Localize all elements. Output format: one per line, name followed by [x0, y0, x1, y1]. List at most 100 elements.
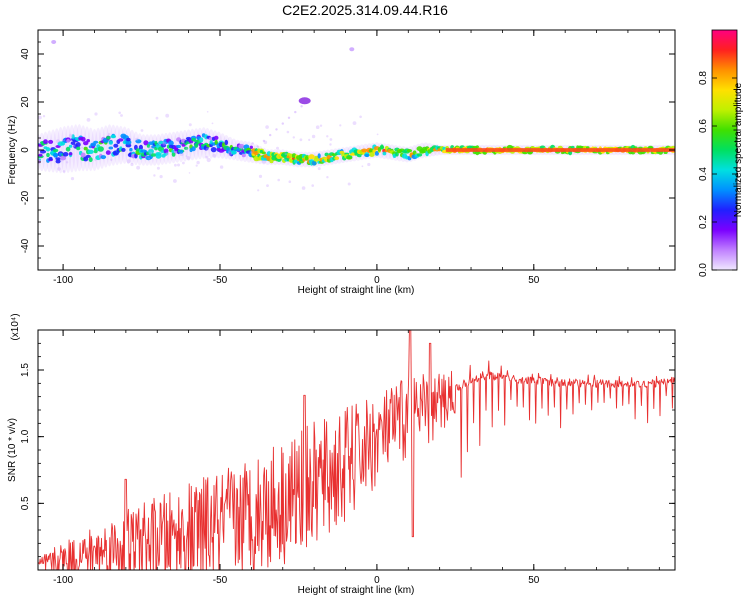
spectrogram-speck [228, 150, 231, 154]
spectrogram-cell [416, 153, 423, 157]
spectrogram-cell [191, 146, 196, 152]
colorbar: 0.0 0.2 0.4 0.6 0.8 Normalized spectral ampl… [698, 29, 744, 277]
spectrogram-cell [113, 143, 119, 148]
spectrogram-cell [238, 143, 245, 149]
colorbar-label: Normalized spectral amplitude [733, 82, 744, 217]
spectrogram-cell [382, 151, 387, 156]
spectrogram-cell [46, 152, 50, 158]
spectrogram-speck [65, 161, 69, 164]
spectrogram-speck [62, 170, 66, 173]
spectrogram-speck [42, 115, 46, 118]
spectrogram-speck [162, 141, 167, 146]
spectrogram-speck [148, 157, 151, 160]
spectrogram-speck [153, 174, 156, 177]
spectrogram-cell [83, 141, 89, 146]
spectrogram-speck [38, 115, 42, 120]
spectrogram-cell [65, 146, 71, 152]
spectrogram-cell [68, 152, 73, 156]
spectrogram-marks [38, 40, 675, 192]
spectrogram-cell [361, 148, 368, 153]
spectrogram-speck [206, 111, 209, 113]
snr-marks [38, 330, 675, 570]
spectrogram-speck [286, 130, 290, 134]
spectrogram-cell [364, 153, 370, 157]
spectrogram-cell [80, 152, 86, 158]
spectrogram-cell [241, 153, 246, 158]
spectrogram-speck [188, 123, 192, 127]
spectrogram-harmonic [298, 97, 311, 105]
spectrogram-cell [55, 157, 61, 161]
spectrogram-cell [121, 147, 126, 152]
spectrogram-speck [376, 133, 379, 136]
spectrogram-speck [205, 147, 209, 151]
spectrogram-y-tick-label: 40 [20, 48, 31, 60]
snr-x-tick-label: -100 [53, 575, 73, 586]
colorbar-gradient [711, 29, 738, 271]
spectrogram-speck [118, 111, 121, 115]
spectrogram-cell [158, 140, 164, 145]
spectrogram-cell [45, 147, 51, 152]
spectrogram-cell [334, 156, 340, 161]
spectrogram-speck [359, 115, 362, 119]
spectrogram-cell [138, 144, 143, 151]
spectrogram-speck [155, 116, 159, 120]
spectrogram-speck [284, 152, 287, 156]
spectrogram-speck [352, 121, 357, 125]
spectrogram-cell [150, 153, 157, 157]
snr-y-label: SNR (10 * v/v) [7, 418, 18, 482]
spectrogram-cell [163, 148, 169, 154]
spectrogram-harmonic [349, 47, 355, 52]
spectrogram-cell [39, 149, 47, 154]
spectrogram-speck [367, 162, 371, 167]
spectrogram-speck [300, 105, 303, 108]
spectrogram-cell [214, 139, 218, 145]
spectrogram-speck [60, 159, 63, 162]
spectrogram-speck [94, 158, 97, 161]
spectrogram-speck [136, 165, 141, 170]
spectrogram-cell [129, 147, 133, 152]
spectrogram-speck [126, 159, 131, 164]
spectrogram-speck [81, 146, 84, 149]
spectrogram-speck [219, 165, 224, 169]
spectrogram-speck [156, 166, 160, 170]
spectrogram-speck [250, 151, 253, 154]
spectrogram-speck [63, 139, 65, 142]
snr-y-tick-label: 1.5 [20, 363, 31, 377]
snr-x-label: Height of straight line (km) [298, 585, 415, 596]
spectrogram-cell [146, 143, 151, 148]
spectrogram-cell [93, 140, 99, 144]
spectrogram-cell [395, 151, 399, 157]
spectrogram-cell [93, 149, 98, 154]
spectrogram-cell [194, 142, 199, 148]
spectrogram-speck [149, 151, 153, 155]
spectrogram-cell [261, 151, 266, 155]
spectrogram-cell [106, 136, 111, 140]
spectrogram-speck [110, 150, 112, 153]
colorbar-tick-label: 0.6 [698, 119, 709, 133]
spectrogram-speck [329, 138, 333, 141]
spectrogram-halo [106, 124, 113, 167]
spectrogram-cell [97, 146, 104, 152]
spectrogram-speck [292, 136, 295, 139]
spectrogram-cell [369, 152, 375, 157]
spectrogram-cell [88, 157, 93, 163]
snr-y-multiplier: (x10⁴) [10, 313, 21, 340]
colorbar-tick-label: 0.2 [698, 215, 709, 229]
spectrogram-axes: -100 -50 0 50 -40 -20 0 20 40 [20, 30, 675, 286]
spectrogram-cell [311, 160, 317, 166]
spectrogram-speck [57, 167, 61, 171]
spectrogram-cell [308, 154, 315, 160]
spectrogram-core-line [445, 148, 675, 152]
spectrogram-y-label: Frequency (Hz) [7, 116, 18, 185]
spectrogram-speck [107, 132, 111, 136]
spectrogram-cell [60, 155, 67, 161]
spectrogram-speck [257, 189, 260, 192]
spectrogram-cell [230, 150, 237, 155]
spectrogram-speck [185, 147, 189, 151]
spectrogram-cell [53, 153, 58, 158]
spectrogram-cell [148, 148, 154, 155]
spectrogram-cell [224, 139, 229, 146]
spectrogram-cell [160, 143, 167, 148]
chart-title: C2E2.2025.314.09.44.R16 [282, 2, 448, 18]
spectrogram-speck [185, 155, 188, 157]
